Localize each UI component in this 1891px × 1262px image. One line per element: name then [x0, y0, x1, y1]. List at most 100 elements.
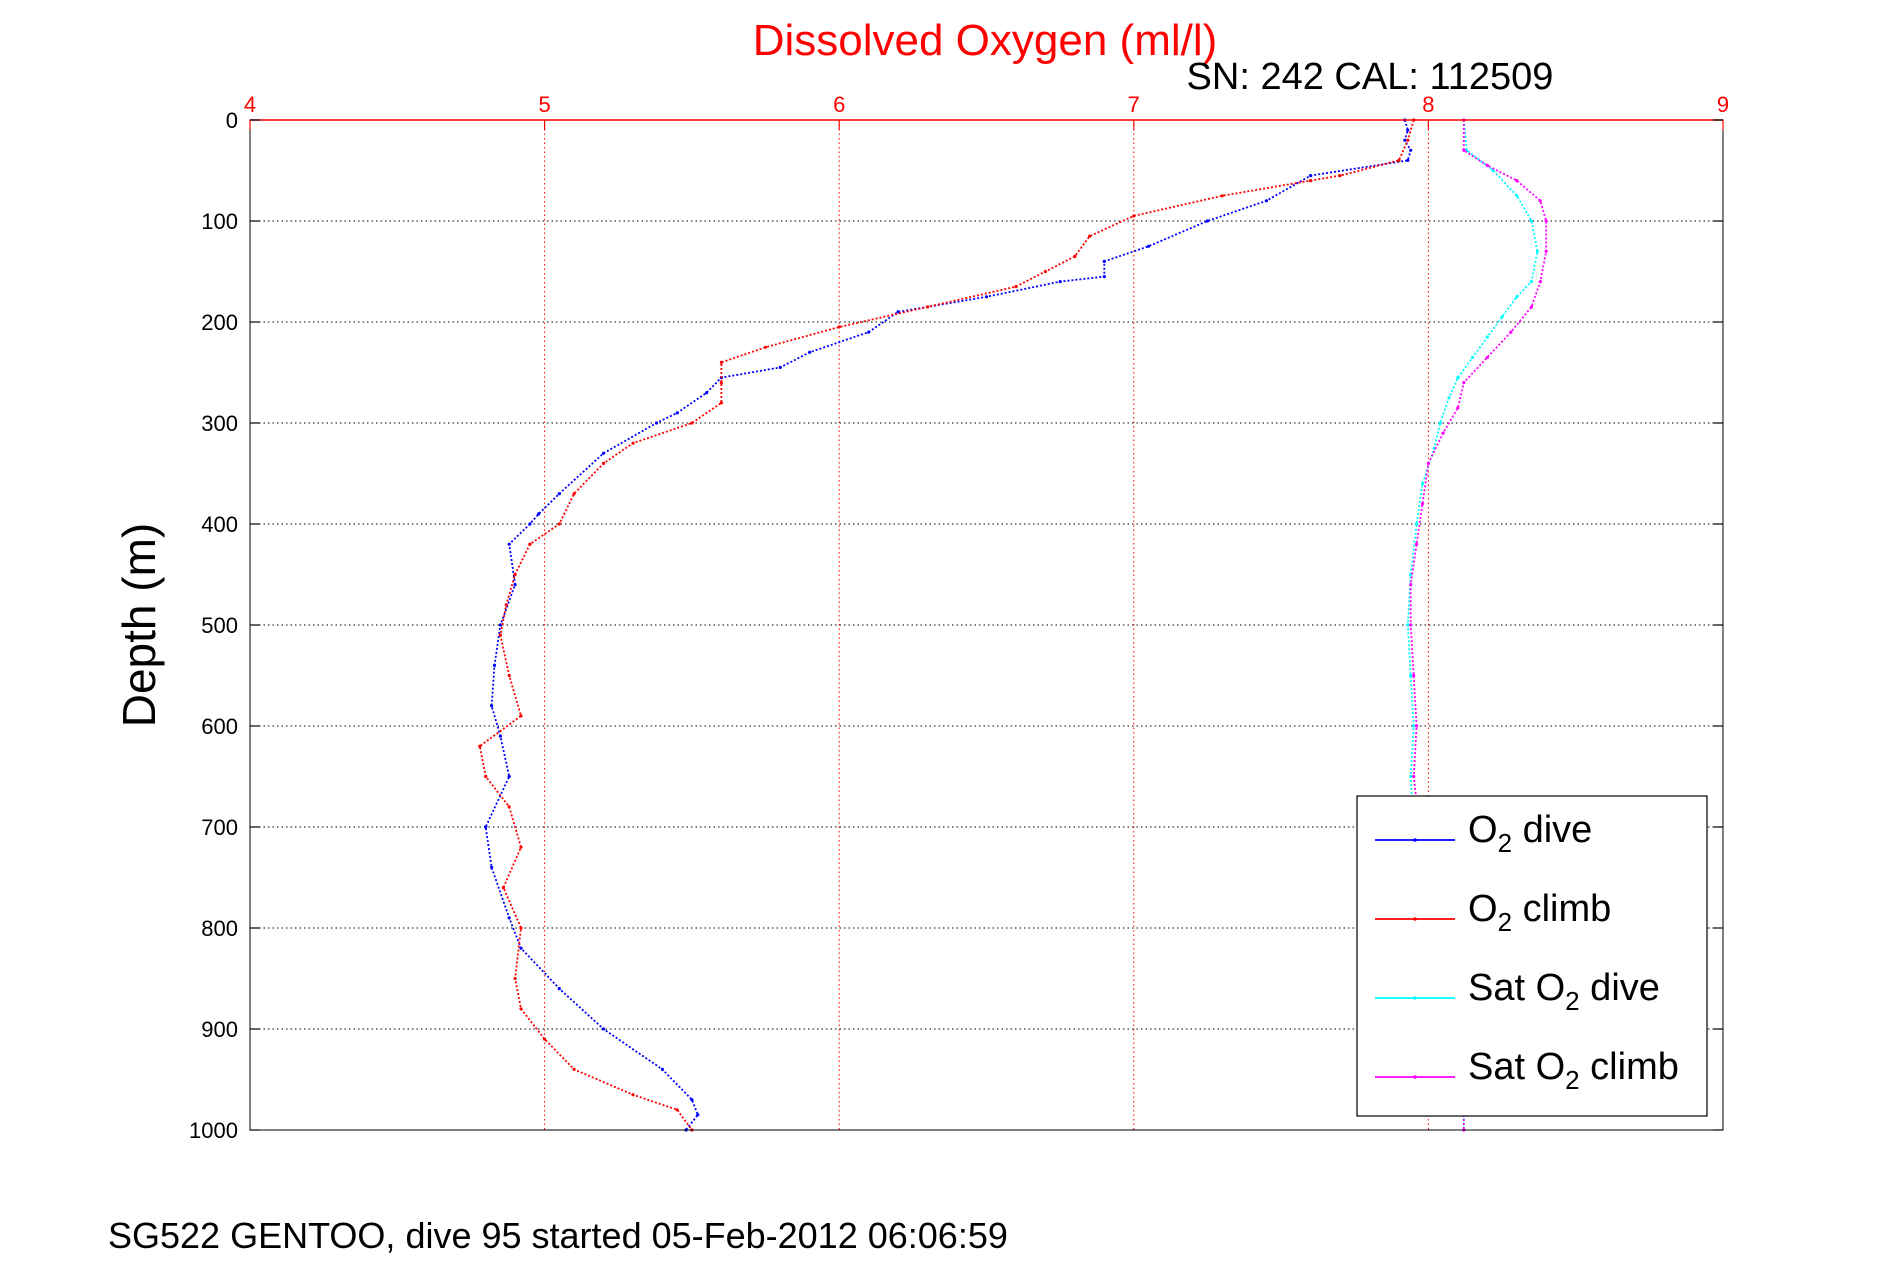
- data-point-o2-climb: [690, 421, 694, 425]
- data-point-sat-o2-climb: [1538, 280, 1542, 284]
- data-point-o2-dive: [498, 734, 502, 738]
- data-point-o2-dive: [1102, 259, 1106, 263]
- data-point-o2-dive: [1058, 280, 1062, 284]
- legend-box: [1356, 795, 1708, 1117]
- data-point-o2-dive: [984, 295, 989, 299]
- data-point-sat-o2-dive: [1471, 355, 1475, 359]
- y-tick-label: 900: [201, 1017, 238, 1042]
- data-point-o2-climb: [837, 325, 841, 329]
- data-point-sat-o2-climb: [1538, 199, 1542, 203]
- data-point-o2-climb: [1338, 174, 1342, 178]
- x-tick-label: 9: [1717, 92, 1729, 117]
- data-point-o2-climb: [519, 714, 523, 718]
- data-point-o2-climb: [719, 360, 724, 364]
- y-ticks: 0 100 200 300 400 500 600 700 800 900 1000: [189, 108, 1723, 1143]
- data-point-o2-dive: [705, 391, 709, 395]
- data-point-sat-o2-climb: [1426, 461, 1430, 465]
- data-point-sat-o2-dive: [1500, 315, 1504, 319]
- data-point-o2-climb: [513, 976, 517, 981]
- data-point-o2-dive: [660, 1067, 665, 1071]
- data-point-o2-dive: [557, 492, 561, 496]
- data-point-sat-o2-dive: [1438, 421, 1442, 425]
- data-point-sat-o2-dive: [1447, 396, 1451, 400]
- data-point-sat-o2-dive: [1529, 280, 1534, 284]
- data-point-o2-climb: [719, 401, 724, 405]
- data-point-o2-dive: [528, 522, 532, 526]
- data-point-o2-climb: [484, 774, 488, 779]
- data-point-o2-dive: [557, 987, 561, 991]
- data-point-sat-o2-dive: [1409, 774, 1413, 779]
- legend: O2 dive O2 climb Sat O2 dive Sat O2 climb: [1356, 795, 1708, 1117]
- data-point-o2-climb: [1014, 285, 1018, 289]
- legend-label-sat-o2-climb: Sat O2 climb: [1468, 1046, 1679, 1095]
- legend-items: O2 dive O2 climb Sat O2 dive Sat O2 climb: [1375, 809, 1679, 1095]
- y-tick-label: 1000: [189, 1118, 238, 1143]
- y-tick-label: 100: [201, 209, 238, 234]
- data-point-sat-o2-dive: [1412, 724, 1416, 728]
- data-point-o2-dive: [1264, 199, 1268, 203]
- data-point-o2-climb: [1073, 254, 1077, 258]
- data-point-sat-o2-dive: [1515, 194, 1519, 198]
- data-point-sat-o2-dive: [1515, 295, 1519, 299]
- data-point-o2-dive: [1403, 138, 1407, 142]
- y-tick-label: 700: [201, 815, 238, 840]
- legend-marker-o2-climb: [1413, 917, 1417, 921]
- data-point-o2-climb: [601, 461, 606, 465]
- data-point-sat-o2-dive: [1409, 673, 1413, 678]
- data-point-sat-o2-climb: [1409, 583, 1413, 587]
- data-point-sat-o2-dive: [1485, 335, 1489, 339]
- legend-marker-sat-o2-dive: [1413, 996, 1417, 1000]
- data-point-o2-dive: [1146, 244, 1151, 248]
- data-point-o2-dive: [490, 704, 494, 708]
- data-point-o2-climb: [572, 492, 576, 496]
- y-tick-label: 400: [201, 512, 238, 537]
- x-tick-label: 4: [244, 92, 256, 117]
- data-point-o2-climb: [478, 744, 482, 748]
- data-point-sat-o2-climb: [1515, 179, 1519, 183]
- data-point-sat-o2-dive: [1491, 168, 1495, 173]
- data-point-o2-climb: [504, 603, 508, 607]
- data-point-o2-dive: [513, 583, 517, 587]
- data-point-o2-dive: [1102, 275, 1106, 279]
- data-point-o2-dive: [498, 623, 502, 627]
- legend-marker-o2-dive: [1413, 838, 1417, 842]
- data-point-o2-dive: [601, 1027, 606, 1031]
- data-point-o2-climb: [519, 926, 523, 930]
- data-point-o2-climb: [1309, 179, 1313, 183]
- data-point-sat-o2-dive: [1456, 376, 1460, 380]
- data-point-o2-climb: [543, 1037, 547, 1041]
- y-tick-label: 800: [201, 916, 238, 941]
- data-point-sat-o2-climb: [1462, 381, 1466, 385]
- data-point-sat-o2-climb: [1485, 163, 1489, 167]
- data-point-o2-climb: [631, 1093, 635, 1097]
- y-tick-label: 500: [201, 613, 238, 638]
- data-point-o2-dive: [808, 350, 812, 354]
- data-point-o2-dive: [601, 451, 606, 455]
- data-point-sat-o2-climb: [1415, 724, 1419, 728]
- data-point-o2-climb: [528, 542, 532, 546]
- data-point-o2-dive: [690, 1098, 694, 1102]
- data-point-o2-climb: [557, 522, 561, 526]
- data-point-o2-dive: [1205, 219, 1210, 223]
- data-point-o2-dive: [507, 542, 511, 546]
- data-point-o2-dive: [537, 512, 541, 516]
- legend-marker-sat-o2-climb: [1413, 1075, 1417, 1079]
- data-point-o2-dive: [484, 825, 488, 829]
- y-tick-label: 200: [201, 310, 238, 335]
- data-point-o2-climb: [1397, 158, 1401, 162]
- data-point-o2-climb: [572, 1067, 576, 1071]
- data-point-o2-climb: [763, 345, 768, 349]
- data-point-o2-dive: [1406, 158, 1410, 162]
- chart-title: Dissolved Oxygen (ml/l): [753, 16, 1218, 65]
- data-point-o2-climb: [1088, 234, 1092, 238]
- data-point-o2-climb: [926, 305, 930, 309]
- data-point-o2-dive: [507, 774, 511, 779]
- data-point-o2-climb: [498, 633, 502, 637]
- data-point-o2-dive: [867, 330, 871, 334]
- data-point-sat-o2-dive: [1415, 522, 1419, 526]
- data-point-sat-o2-climb: [1456, 406, 1460, 410]
- data-point-o2-climb: [719, 381, 724, 385]
- data-point-o2-dive: [654, 421, 659, 425]
- y-tick-label: 600: [201, 714, 238, 739]
- data-point-sat-o2-climb: [1409, 623, 1413, 627]
